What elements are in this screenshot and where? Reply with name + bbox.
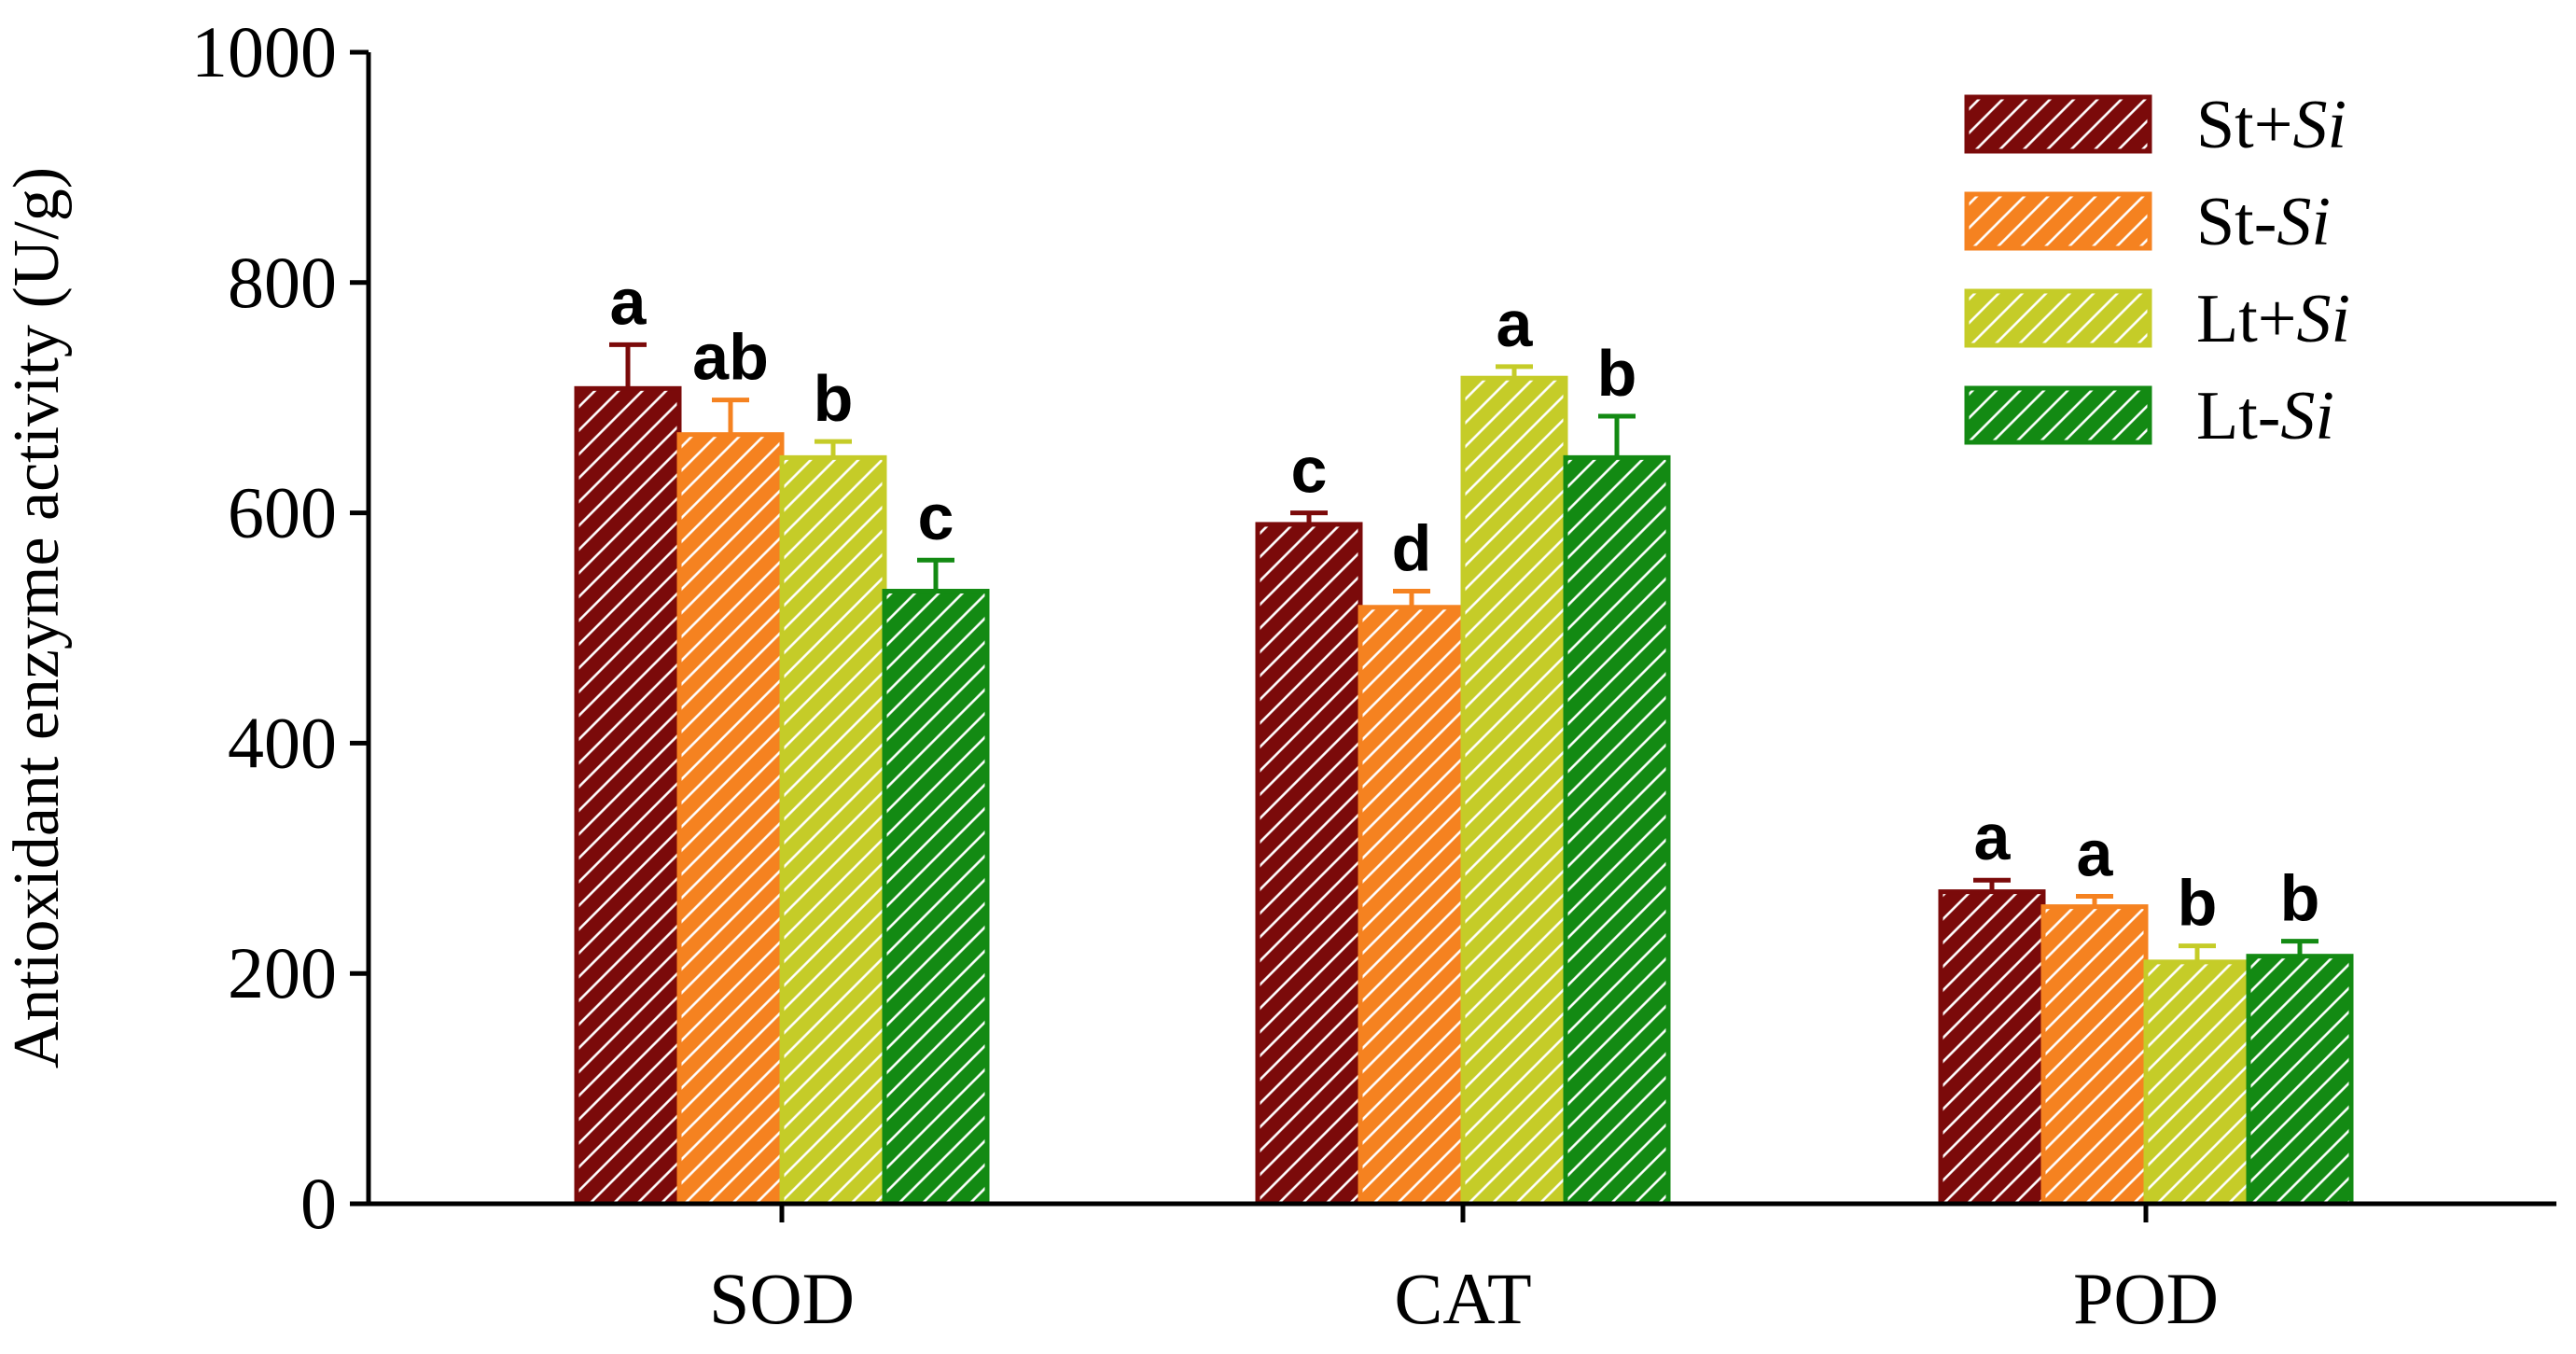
- y-tick-label: 800: [228, 242, 337, 323]
- y-tick-label: 200: [228, 932, 337, 1013]
- legend-label: St-Si: [2196, 184, 2331, 260]
- bar-sod-0: [574, 385, 682, 1207]
- bar-sod-1: [676, 432, 785, 1207]
- y-tick-label: 0: [300, 1163, 337, 1244]
- legend-swatch: [1964, 191, 2152, 251]
- y-tick-label: 1000: [191, 11, 337, 92]
- legend-swatch: [1964, 385, 2152, 445]
- significance-letter: c: [1291, 434, 1328, 507]
- legend-swatch: [1964, 94, 2152, 154]
- significance-letter: b: [2280, 862, 2320, 935]
- significance-letter: b: [1597, 337, 1637, 410]
- bar-pod-1: [2040, 904, 2149, 1207]
- significance-letter: b: [2178, 867, 2218, 940]
- bar-pod-2: [2143, 959, 2251, 1207]
- significance-letter: ab: [692, 321, 769, 394]
- y-tick-label: 400: [228, 702, 337, 783]
- x-tick-label: SOD: [709, 1258, 855, 1339]
- bar-sod-2: [779, 454, 887, 1207]
- bar-sod-3: [882, 589, 990, 1207]
- legend-label: St+Si: [2196, 87, 2346, 163]
- x-tick-label: POD: [2073, 1258, 2219, 1339]
- bar-cat-1: [1358, 605, 1466, 1207]
- legend-label: Lt-Si: [2196, 378, 2334, 454]
- bar-cat-2: [1460, 375, 1568, 1207]
- legend-label: Lt+Si: [2196, 281, 2350, 357]
- y-axis-title: Antioxidant enzyme activity (U/g): [1, 167, 73, 1068]
- bar-cat-0: [1255, 522, 1363, 1207]
- significance-letter: c: [918, 481, 954, 553]
- x-tick-label: CAT: [1394, 1258, 1531, 1339]
- significance-letter: a: [610, 265, 647, 338]
- legend: St+Si St-Si Lt+Si Lt-Si: [1964, 87, 2350, 454]
- significance-letter: a: [1974, 801, 2012, 873]
- legend-swatch: [1964, 288, 2152, 348]
- significance-letter: a: [2077, 817, 2114, 890]
- significance-letter: d: [1392, 512, 1432, 585]
- bar-cat-3: [1563, 454, 1671, 1207]
- y-tick-label: 600: [228, 472, 337, 553]
- axes-group: 0 200 400 600 800 1000 SOD CAT POD: [191, 11, 2556, 1339]
- significance-letter: b: [814, 362, 854, 435]
- bar-pod-0: [1938, 889, 2046, 1207]
- bar-pod-3: [2246, 954, 2354, 1207]
- significance-letter: a: [1497, 287, 1534, 360]
